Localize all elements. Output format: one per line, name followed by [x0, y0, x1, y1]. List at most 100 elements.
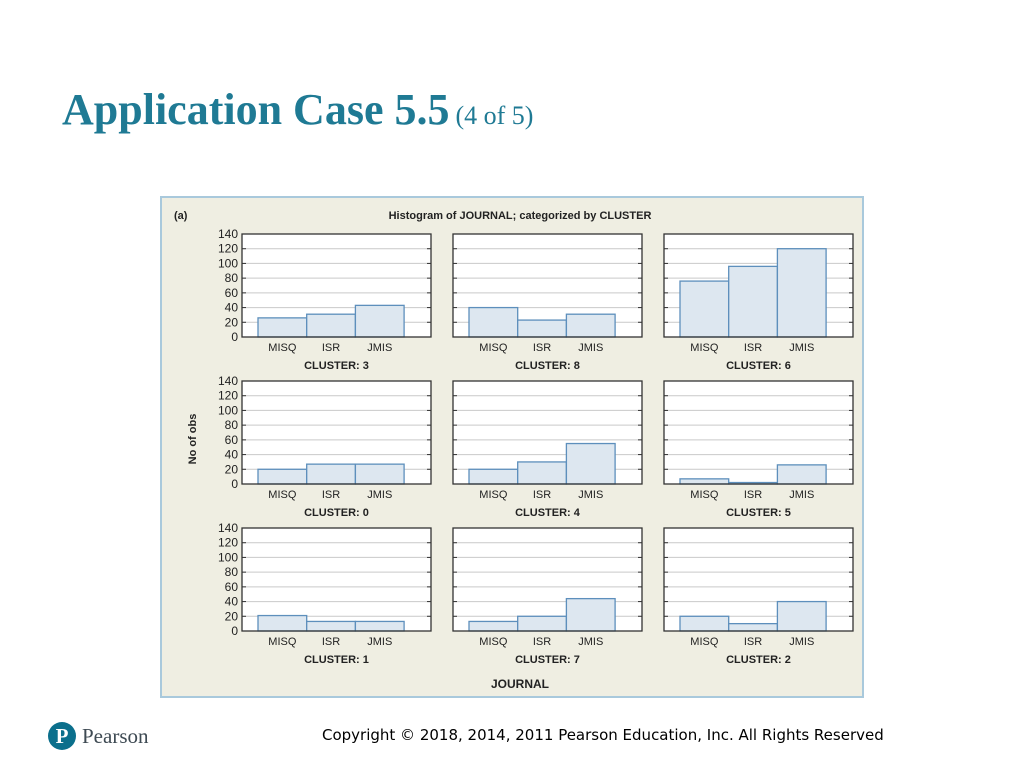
histogram-bar: [679, 280, 730, 338]
x-tick-label: MISQ: [479, 342, 508, 354]
cluster-label: CLUSTER: 2: [726, 654, 791, 666]
x-tick-label: MISQ: [690, 342, 719, 354]
histogram-bar: [565, 442, 616, 485]
cluster-label: CLUSTER: 0: [304, 507, 369, 519]
x-tick-label: JMIS: [367, 636, 392, 648]
histogram-figure: (a) Histogram of JOURNAL; categorized by …: [160, 196, 864, 698]
x-tick-label: ISR: [322, 489, 340, 501]
histogram-bar: [728, 622, 779, 632]
cluster-label: CLUSTER: 6: [726, 360, 791, 372]
slide-title-subtitle: (4 of 5): [455, 101, 534, 130]
x-tick-label: ISR: [533, 636, 551, 648]
histogram-bar: [306, 620, 357, 632]
x-tick-label: ISR: [322, 342, 340, 354]
pearson-logo-mark-icon: P: [48, 722, 76, 750]
copyright-notice: Copyright © 2018, 2014, 2011 Pearson Edu…: [322, 726, 884, 744]
histogram-bar: [776, 248, 827, 338]
histogram-bar: [776, 600, 827, 632]
histogram-bar: [257, 317, 308, 338]
histogram-bar: [679, 478, 730, 485]
plot-frame: [663, 233, 854, 338]
histogram-bar: [354, 304, 405, 338]
y-tick-label: 60: [225, 286, 239, 300]
y-tick-label: 120: [218, 536, 238, 550]
x-tick-label: MISQ: [690, 636, 719, 648]
histogram-bar: [517, 461, 568, 485]
cluster-label: CLUSTER: 3: [304, 360, 369, 372]
y-tick-label: 40: [225, 595, 239, 609]
histogram-bar: [517, 319, 568, 338]
histogram-bar: [468, 620, 519, 632]
y-tick-label: 60: [225, 580, 239, 594]
y-tick-label: 40: [225, 301, 239, 315]
y-tick-label: 80: [225, 565, 239, 579]
y-tick-label: 140: [218, 227, 238, 241]
histogram-bar: [468, 306, 519, 338]
x-tick-label: JMIS: [578, 342, 603, 354]
histogram-bar: [354, 463, 405, 485]
cluster-label: CLUSTER: 1: [304, 654, 369, 666]
x-tick-label: MISQ: [479, 489, 508, 501]
x-tick-label: JMIS: [367, 342, 392, 354]
x-tick-label: MISQ: [268, 342, 297, 354]
histogram-chart: (a) Histogram of JOURNAL; categorized by …: [174, 210, 854, 691]
x-tick-label: ISR: [744, 342, 762, 354]
histogram-bar: [257, 614, 308, 632]
histogram-bar: [468, 468, 519, 485]
plot-frame: [663, 380, 854, 485]
y-tick-label: 120: [218, 389, 238, 403]
y-tick-label: 0: [231, 330, 238, 344]
y-tick-label: 100: [218, 403, 238, 417]
y-axis-label: No of obs: [187, 414, 199, 465]
y-tick-label: 20: [225, 315, 239, 329]
plot-area: [242, 528, 431, 631]
y-tick-label: 140: [218, 374, 238, 388]
cluster-label: CLUSTER: 4: [515, 507, 581, 519]
x-tick-label: JMIS: [367, 489, 392, 501]
plot-frame: [241, 527, 432, 632]
plot-frame: [452, 380, 643, 485]
x-tick-label: JMIS: [789, 342, 814, 354]
y-tick-label: 40: [225, 448, 239, 462]
x-tick-label: ISR: [533, 342, 551, 354]
y-tick-label: 0: [231, 624, 238, 638]
cluster-label: CLUSTER: 8: [515, 360, 580, 372]
y-tick-label: 20: [225, 462, 239, 476]
y-tick-label: 100: [218, 256, 238, 270]
x-tick-label: ISR: [744, 636, 762, 648]
slide-title-main: Application Case 5.5: [62, 85, 450, 134]
x-tick-label: JMIS: [578, 489, 603, 501]
y-tick-label: 60: [225, 433, 239, 447]
histogram-bar: [679, 615, 730, 632]
x-tick-label: MISQ: [268, 636, 297, 648]
histogram-bar: [565, 313, 616, 338]
y-tick-label: 100: [218, 550, 238, 564]
pearson-logo-text: Pearson: [82, 724, 149, 748]
panel-label: (a): [174, 210, 188, 222]
histogram-bar: [565, 597, 616, 632]
y-tick-label: 0: [231, 477, 238, 491]
plot-frame: [663, 527, 854, 632]
x-tick-label: JMIS: [789, 636, 814, 648]
x-tick-label: MISQ: [479, 636, 508, 648]
x-axis-label: JOURNAL: [491, 677, 549, 691]
x-tick-label: ISR: [744, 489, 762, 501]
x-tick-label: MISQ: [268, 489, 297, 501]
y-tick-label: 20: [225, 609, 239, 623]
cluster-label: CLUSTER: 5: [726, 507, 791, 519]
y-tick-label: 140: [218, 521, 238, 535]
histogram-bar: [306, 463, 357, 485]
x-tick-label: ISR: [322, 636, 340, 648]
y-tick-label: 120: [218, 242, 238, 256]
plot-frame: [452, 233, 643, 338]
plot-frame: [452, 527, 643, 632]
plot-frame: [241, 233, 432, 338]
x-tick-label: JMIS: [789, 489, 814, 501]
x-tick-label: JMIS: [578, 636, 603, 648]
x-tick-label: MISQ: [690, 489, 719, 501]
histogram-bar: [354, 620, 405, 632]
histogram-bar: [306, 313, 357, 338]
plot-frame: [241, 380, 432, 485]
chart-title: Histogram of JOURNAL; categorized by CLU…: [389, 210, 652, 222]
y-tick-label: 80: [225, 418, 239, 432]
